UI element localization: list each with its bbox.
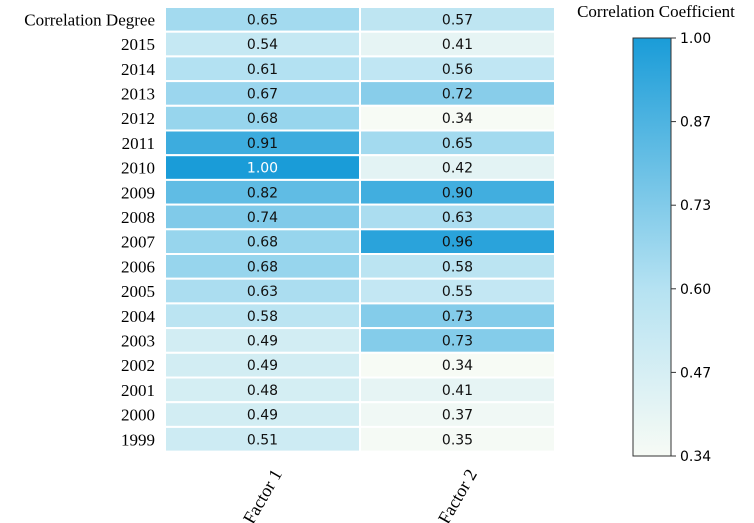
heatmap-cell xyxy=(164,351,361,379)
row-label: 2014 xyxy=(121,60,156,79)
cell-value: 0.41 xyxy=(442,383,473,399)
row-label: 2004 xyxy=(121,307,156,326)
row-labels: Correlation Degree 2015 2014 2013 2012 2011 20… xyxy=(24,10,155,449)
colorbar-tick-label: 0.73 xyxy=(680,198,711,214)
cell-value: 0.61 xyxy=(247,62,278,78)
heatmap-cell xyxy=(359,351,556,379)
cell-value: 0.58 xyxy=(442,259,473,275)
colorbar-tick-label: 1.00 xyxy=(680,31,711,47)
heatmap-cell xyxy=(359,154,556,181)
row-label: 2007 xyxy=(121,233,156,252)
cell-value: 0.63 xyxy=(442,210,473,226)
cell-value: 0.91 xyxy=(247,136,278,152)
cell-value: 0.96 xyxy=(442,235,473,251)
heatmap-cell xyxy=(359,425,556,453)
row-label: 2012 xyxy=(121,109,155,128)
row-label: 2009 xyxy=(121,183,155,202)
row-label: 2010 xyxy=(121,159,155,178)
cell-value: 0.54 xyxy=(247,37,278,53)
row-label: 2015 xyxy=(121,35,155,54)
colorbar-ticks: 1.00 0.87 0.73 0.60 0.47 0.34 xyxy=(671,31,711,465)
cell-value: 0.65 xyxy=(247,12,278,28)
row-label: 2008 xyxy=(121,208,155,227)
cell-value: 0.49 xyxy=(247,358,278,374)
cell-value: 0.65 xyxy=(442,136,473,152)
row-label: 2006 xyxy=(121,257,155,276)
colorbar: Correlation Coefficient 1.00 0.87 0.73 0.60… xyxy=(577,2,735,465)
cell-value: 0.63 xyxy=(247,284,278,300)
cell-value: 0.51 xyxy=(247,432,278,448)
cell-value: 0.42 xyxy=(442,161,473,177)
heatmap-cell xyxy=(359,104,556,132)
heatmap-cell xyxy=(359,228,556,256)
heatmap-cell xyxy=(164,327,361,354)
heatmap-cell xyxy=(359,30,556,58)
cell-value: 0.37 xyxy=(442,408,473,424)
heatmap-cell xyxy=(164,203,361,231)
cell-value: 0.58 xyxy=(247,309,278,325)
column-labels: Factor 1 Factor 2 xyxy=(239,466,481,523)
cell-value: 0.34 xyxy=(442,358,473,374)
heatmap-cells: 0.65 0.57 0.54 0.41 0.61 0.56 0.67 0.72 0.68 0.34… xyxy=(164,6,556,453)
colorbar-tick-label: 0.47 xyxy=(680,365,711,381)
cell-value: 0.74 xyxy=(247,210,278,226)
cell-value: 0.34 xyxy=(442,111,473,127)
heatmap-cell xyxy=(359,55,556,83)
heatmap-cell xyxy=(359,80,556,107)
colorbar-tick-label: 0.60 xyxy=(680,282,711,298)
cell-value: 0.55 xyxy=(442,284,473,300)
cell-value: 0.48 xyxy=(247,383,278,399)
colorbar-tick-label: 0.34 xyxy=(680,449,711,465)
cell-value: 1.00 xyxy=(247,161,278,177)
heatmap-cell xyxy=(164,425,361,453)
cell-value: 0.49 xyxy=(247,333,278,349)
row-label: 2011 xyxy=(122,134,155,153)
colorbar-title: Correlation Coefficient xyxy=(577,2,735,21)
cell-value: 0.82 xyxy=(247,185,278,201)
column-label: Factor 2 xyxy=(434,466,481,523)
heatmap-cell xyxy=(164,376,361,404)
heatmap-cell xyxy=(359,178,556,206)
row-label: 2001 xyxy=(121,381,155,400)
cell-value: 0.41 xyxy=(442,37,473,53)
heatmap-cell xyxy=(359,253,556,280)
row-label: 1999 xyxy=(121,430,155,449)
cell-value: 0.68 xyxy=(247,111,278,127)
cell-value: 0.73 xyxy=(442,333,473,349)
heatmap-cell xyxy=(359,277,556,305)
cell-value: 0.56 xyxy=(442,62,473,78)
heatmap-cell xyxy=(359,129,556,157)
row-label: 2005 xyxy=(121,282,155,301)
cell-value: 0.67 xyxy=(247,86,278,102)
cell-value: 0.68 xyxy=(247,259,278,275)
colorbar-tick-label: 0.87 xyxy=(680,115,711,131)
column-label: Factor 1 xyxy=(239,466,286,523)
cell-value: 0.73 xyxy=(442,309,473,325)
row-label: 2013 xyxy=(121,84,155,103)
cell-value: 0.57 xyxy=(442,12,473,28)
heatmap-cell xyxy=(164,228,361,256)
cell-value: 0.72 xyxy=(442,86,473,102)
cell-value: 0.68 xyxy=(247,235,278,251)
cell-value: 0.49 xyxy=(247,408,278,424)
heatmap-cell xyxy=(164,277,361,305)
row-label: Correlation Degree xyxy=(24,10,155,29)
cell-value: 0.35 xyxy=(442,432,473,448)
cell-value: 0.90 xyxy=(442,185,473,201)
row-label: 2003 xyxy=(121,331,155,350)
colorbar-gradient xyxy=(632,37,672,457)
row-label: 2002 xyxy=(121,356,155,375)
row-label: 2000 xyxy=(121,406,155,425)
